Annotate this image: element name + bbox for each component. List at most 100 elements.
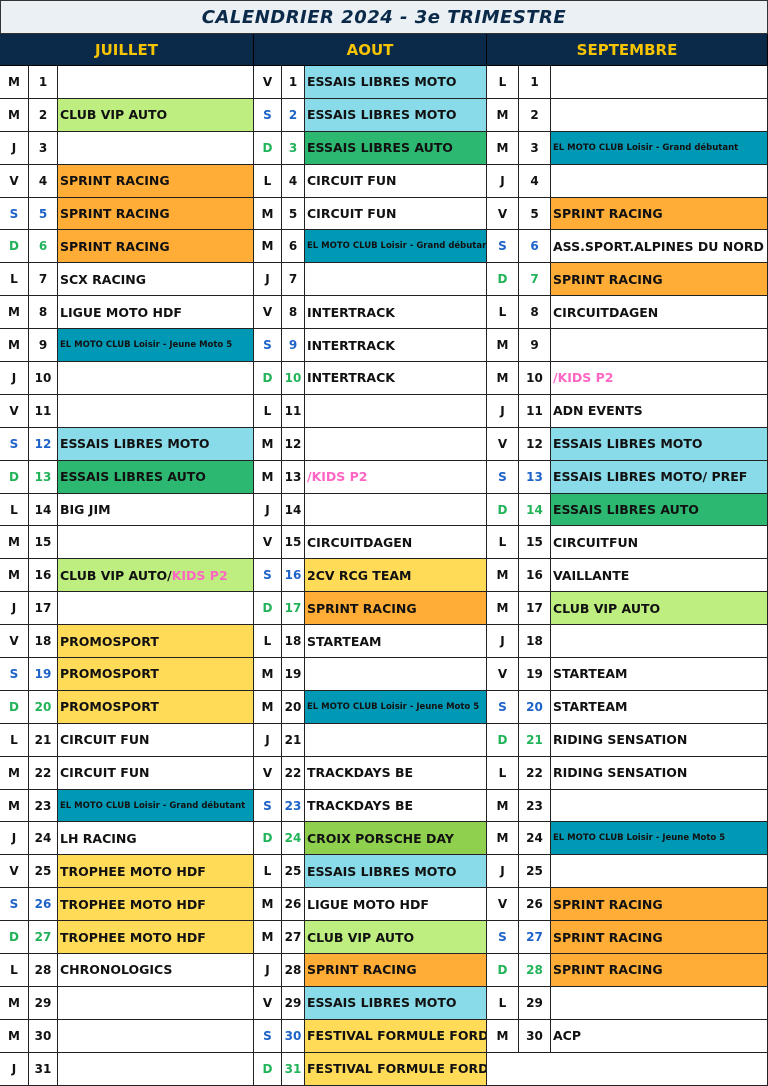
event-label: VAILLANTE [553, 567, 630, 583]
event-cell: STARTEAM [551, 690, 768, 724]
weekday-letter: S [487, 921, 519, 955]
event-cell: 2CV RCG TEAM [305, 559, 487, 593]
event-cell: CIRCUITDAGEN [305, 526, 487, 560]
empty-cell [487, 1052, 768, 1086]
event-cell: STARTEAM [305, 625, 487, 659]
event-label: EL MOTO CLUB Loisir - Jeune Moto 5 [553, 833, 726, 844]
day-number: 28 [29, 954, 58, 987]
event-cell: ESSAIS LIBRES MOTO [305, 98, 487, 132]
weekday-letter: D [254, 1052, 282, 1086]
event-cell: SCX RACING [58, 263, 254, 297]
event-cell [305, 427, 487, 461]
weekday-letter: L [487, 986, 519, 1020]
event-label: ESSAIS LIBRES MOTO [307, 107, 457, 123]
weekday-letter: S [0, 197, 29, 231]
day-number: 3 [519, 131, 551, 165]
weekday-letter: S [0, 888, 29, 922]
event-cell [551, 986, 768, 1020]
day-number: 6 [29, 230, 58, 264]
event-cell: ESSAIS LIBRES MOTO [551, 427, 768, 461]
event-label: BIG JIM [60, 502, 111, 518]
day-number: 12 [29, 427, 58, 461]
weekday-letter: J [0, 131, 29, 165]
weekday-letter: J [487, 394, 519, 428]
event-label: ESSAIS LIBRES MOTO [307, 863, 457, 879]
day-number: 24 [282, 822, 305, 856]
day-number: 5 [519, 197, 551, 231]
day-number: 9 [29, 329, 58, 363]
day-number: 7 [282, 263, 305, 297]
weekday-letter: L [487, 756, 519, 790]
event-cell [305, 723, 487, 757]
weekday-letter: J [0, 822, 29, 856]
weekday-letter: S [254, 789, 282, 823]
day-number: 30 [519, 1019, 551, 1053]
weekday-letter: M [0, 98, 29, 132]
weekday-letter: M [0, 559, 29, 593]
day-number: 25 [519, 855, 551, 889]
day-number: 7 [519, 263, 551, 297]
day-number: 1 [29, 66, 58, 99]
day-number: 29 [282, 986, 305, 1020]
event-label: INTERTRACK [307, 370, 395, 386]
day-number: 17 [519, 592, 551, 626]
event-label: ESSAIS LIBRES AUTO [307, 140, 453, 156]
event-cell: FESTIVAL FORMULE FORD [305, 1052, 487, 1086]
event-label: CIRCUITDAGEN [307, 534, 413, 550]
weekday-letter: S [487, 460, 519, 494]
event-cell: CLUB VIP AUTO/ KIDS P2 [58, 559, 254, 593]
event-label: LIGUE MOTO HDF [307, 896, 429, 912]
month-header-juillet: JUILLET [0, 34, 254, 66]
day-number: 11 [282, 394, 305, 428]
day-number: 2 [519, 98, 551, 132]
event-cell: FESTIVAL FORMULE FORD [305, 1019, 487, 1053]
day-number: 13 [519, 460, 551, 494]
event-label: CROIX PORSCHE DAY [307, 830, 454, 846]
event-cell: TROPHEE MOTO HDF [58, 921, 254, 955]
day-number: 12 [519, 427, 551, 461]
day-number: 2 [29, 98, 58, 132]
event-label: INTERTRACK [307, 337, 395, 353]
event-cell: SPRINT RACING [305, 592, 487, 626]
event-cell: CIRCUITFUN [551, 526, 768, 560]
weekday-letter: M [0, 986, 29, 1020]
day-number: 3 [282, 131, 305, 165]
day-number: 21 [282, 723, 305, 757]
event-label: ADN EVENTS [553, 403, 643, 419]
event-cell: CIRCUIT FUN [305, 164, 487, 198]
weekday-letter: J [0, 1052, 29, 1086]
day-number: 29 [29, 986, 58, 1020]
weekday-letter: D [0, 460, 29, 494]
day-number: 9 [519, 329, 551, 363]
event-cell: ADN EVENTS [551, 394, 768, 428]
weekday-letter: L [0, 954, 29, 987]
day-number: 21 [29, 723, 58, 757]
weekday-letter: L [254, 625, 282, 659]
weekday-letter: J [487, 855, 519, 889]
weekday-letter: J [487, 164, 519, 198]
weekday-letter: L [0, 493, 29, 527]
day-number: 22 [29, 756, 58, 790]
weekday-letter: D [0, 690, 29, 724]
event-label: CIRCUIT FUN [307, 173, 397, 189]
day-number: 2 [282, 98, 305, 132]
event-label: ESSAIS LIBRES MOTO [307, 995, 457, 1011]
weekday-letter: V [254, 756, 282, 790]
weekday-letter: S [254, 559, 282, 593]
calendar-grid: JUILLET M 1 M 2 CLUB VIP AUTO J 3 V 4 SPRINT RACIN… [0, 34, 768, 1086]
event-cell: SPRINT RACING [551, 197, 768, 231]
event-label: SPRINT RACING [553, 929, 663, 945]
weekday-letter: M [0, 789, 29, 823]
day-number: 31 [29, 1052, 58, 1086]
weekday-letter: M [254, 888, 282, 922]
event-label: CIRCUITFUN [553, 534, 639, 550]
day-number: 15 [29, 526, 58, 560]
day-number: 13 [29, 460, 58, 494]
day-number: 20 [519, 690, 551, 724]
weekday-letter: V [0, 394, 29, 428]
weekday-letter: S [254, 329, 282, 363]
event-label: TROPHEE MOTO HDF [60, 929, 206, 945]
day-number: 26 [282, 888, 305, 922]
day-number: 14 [29, 493, 58, 527]
weekday-letter: M [254, 197, 282, 231]
